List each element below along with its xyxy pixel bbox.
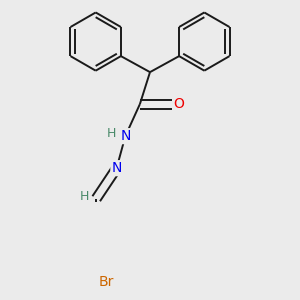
- Text: N: N: [120, 129, 130, 143]
- Text: Br: Br: [98, 275, 113, 289]
- Text: N: N: [111, 161, 122, 175]
- Text: O: O: [173, 97, 184, 111]
- Text: H: H: [80, 190, 89, 203]
- Text: H: H: [107, 127, 116, 140]
